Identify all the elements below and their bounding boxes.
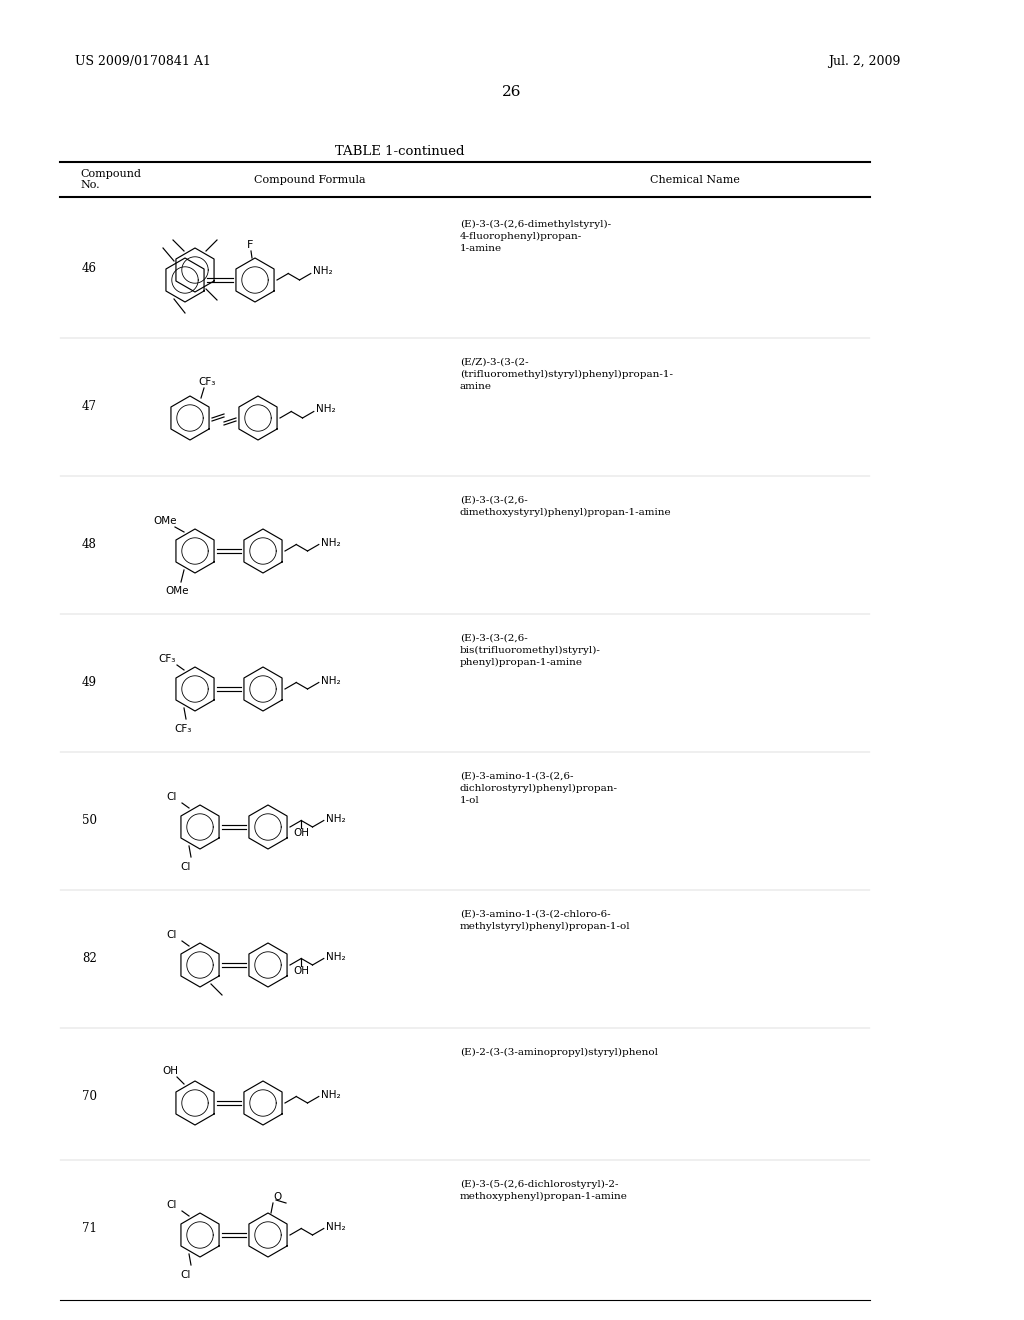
Text: Jul. 2, 2009: Jul. 2, 2009 <box>827 55 900 69</box>
Text: (E)-3-(3-(2,6-
dimethoxystyryl)phenyl)propan-1-amine: (E)-3-(3-(2,6- dimethoxystyryl)phenyl)pr… <box>460 496 672 517</box>
Text: 50: 50 <box>82 814 97 828</box>
Text: NH₂: NH₂ <box>321 1089 340 1100</box>
Text: NH₂: NH₂ <box>321 676 340 685</box>
Text: (E)-3-amino-1-(3-(2,6-
dichlorostyryl)phenyl)propan-
1-ol: (E)-3-amino-1-(3-(2,6- dichlorostyryl)ph… <box>460 772 618 805</box>
Text: Chemical Name: Chemical Name <box>650 176 740 185</box>
Text: Cl: Cl <box>167 792 177 803</box>
Text: NH₂: NH₂ <box>326 813 345 824</box>
Text: (E/Z)-3-(3-(2-
(trifluoromethyl)styryl)phenyl)propan-1-
amine: (E/Z)-3-(3-(2- (trifluoromethyl)styryl)p… <box>460 358 673 391</box>
Text: Cl: Cl <box>167 1200 177 1210</box>
Text: 49: 49 <box>82 676 97 689</box>
Text: 71: 71 <box>82 1222 97 1236</box>
Text: Cl: Cl <box>181 862 191 873</box>
Text: TABLE 1-continued: TABLE 1-continued <box>335 145 465 158</box>
Text: 82: 82 <box>82 953 96 965</box>
Text: CF₃: CF₃ <box>198 378 215 387</box>
Text: US 2009/0170841 A1: US 2009/0170841 A1 <box>75 55 211 69</box>
Text: OMe: OMe <box>154 516 177 525</box>
Text: 48: 48 <box>82 539 97 552</box>
Text: O: O <box>273 1192 282 1203</box>
Text: 26: 26 <box>502 84 522 99</box>
Text: NH₂: NH₂ <box>321 537 340 548</box>
Text: (E)-3-amino-1-(3-(2-chloro-6-
methylstyryl)phenyl)propan-1-ol: (E)-3-amino-1-(3-(2-chloro-6- methylstyr… <box>460 909 631 931</box>
Text: OH: OH <box>293 965 309 975</box>
Text: Compound: Compound <box>80 169 141 180</box>
Text: NH₂: NH₂ <box>312 267 333 276</box>
Text: (E)-2-(3-(3-aminopropyl)styryl)phenol: (E)-2-(3-(3-aminopropyl)styryl)phenol <box>460 1048 658 1057</box>
Text: NH₂: NH₂ <box>326 952 345 961</box>
Text: (E)-3-(3-(2,6-dimethylstyryl)-
4-fluorophenyl)propan-
1-amine: (E)-3-(3-(2,6-dimethylstyryl)- 4-fluorop… <box>460 220 611 253</box>
Text: CF₃: CF₃ <box>159 653 176 664</box>
Text: Compound Formula: Compound Formula <box>254 176 366 185</box>
Text: OH: OH <box>162 1067 178 1076</box>
Text: 46: 46 <box>82 263 97 276</box>
Text: CF₃: CF₃ <box>174 723 191 734</box>
Text: Cl: Cl <box>181 1270 191 1280</box>
Text: (E)-3-(5-(2,6-dichlorostyryl)-2-
methoxyphenyl)propan-1-amine: (E)-3-(5-(2,6-dichlorostyryl)-2- methoxy… <box>460 1180 628 1201</box>
Text: NH₂: NH₂ <box>315 404 336 414</box>
Text: NH₂: NH₂ <box>326 1221 345 1232</box>
Text: No.: No. <box>80 180 99 190</box>
Text: (E)-3-(3-(2,6-
bis(trifluoromethyl)styryl)-
phenyl)propan-1-amine: (E)-3-(3-(2,6- bis(trifluoromethyl)styry… <box>460 634 601 667</box>
Text: Cl: Cl <box>167 931 177 940</box>
Text: 47: 47 <box>82 400 97 413</box>
Text: 70: 70 <box>82 1090 97 1104</box>
Text: OMe: OMe <box>165 586 188 597</box>
Text: F: F <box>247 240 253 249</box>
Text: OH: OH <box>293 828 309 837</box>
